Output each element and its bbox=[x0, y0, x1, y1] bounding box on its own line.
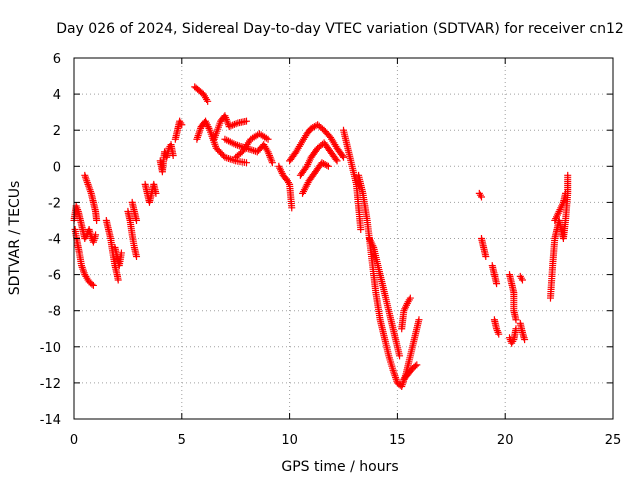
data-point-marker bbox=[114, 276, 122, 284]
data-point-marker bbox=[390, 370, 398, 378]
data-point-marker bbox=[227, 122, 235, 130]
data-point-marker bbox=[324, 162, 332, 170]
data-point-marker bbox=[333, 157, 341, 165]
data-point-marker bbox=[225, 123, 233, 131]
data-point-marker bbox=[390, 368, 398, 376]
data-point-marker bbox=[521, 336, 529, 344]
data-point-marker bbox=[493, 327, 501, 335]
data-point-marker bbox=[413, 361, 421, 369]
y-tick-labels: -14 -12 -10 -8 -6 -4 -2 0 2 4 6 bbox=[40, 52, 61, 428]
data-point-marker bbox=[88, 280, 96, 288]
x-tick-label: 15 bbox=[389, 433, 406, 448]
y-tick-label: 4 bbox=[53, 88, 61, 103]
x-tick-label: 0 bbox=[70, 433, 78, 448]
data-point-marker bbox=[518, 276, 526, 284]
data-point-marker bbox=[152, 189, 160, 197]
data-point-marker bbox=[204, 97, 212, 105]
data-point-marker bbox=[194, 132, 202, 140]
y-tick-label: -14 bbox=[40, 413, 61, 428]
y-tick-label: 2 bbox=[53, 124, 61, 139]
x-tick-label: 20 bbox=[497, 433, 514, 448]
data-point-marker bbox=[248, 146, 256, 154]
chart-title: Day 026 of 2024, Sidereal Day-to-day VTE… bbox=[56, 21, 624, 37]
data-point-marker bbox=[517, 274, 525, 282]
data-point-marker bbox=[242, 159, 250, 167]
y-tick-label: 0 bbox=[53, 160, 61, 175]
data-point-marker bbox=[562, 189, 570, 197]
data-point-marker bbox=[193, 135, 201, 143]
data-point-marker bbox=[357, 225, 365, 233]
data-point-marker bbox=[392, 373, 400, 381]
data-point-marker bbox=[411, 362, 419, 370]
data-point-marker bbox=[340, 153, 347, 161]
y-tick-label: -4 bbox=[48, 233, 61, 248]
data-point-marker bbox=[93, 216, 101, 224]
data-point-marker bbox=[396, 352, 404, 360]
data-point-marker bbox=[493, 280, 501, 288]
y-axis-label: SDTVAR / TECUs bbox=[7, 181, 23, 296]
data-point-marker bbox=[169, 151, 177, 159]
y-tick-label: 6 bbox=[53, 52, 61, 67]
data-point-marker bbox=[268, 159, 276, 167]
data-point-marker bbox=[476, 191, 484, 199]
data-point-marker bbox=[133, 253, 141, 261]
data-point-marker bbox=[415, 316, 423, 324]
data-point-marker bbox=[195, 130, 203, 138]
data-point-marker bbox=[477, 193, 485, 201]
x-tick-labels: 0 5 10 15 20 25 bbox=[70, 433, 621, 448]
data-point-marker bbox=[117, 249, 125, 257]
x-tick-label: 5 bbox=[178, 433, 186, 448]
data-point-marker bbox=[321, 160, 329, 168]
data-point-marker bbox=[133, 216, 141, 224]
data-point-marker bbox=[195, 128, 203, 136]
data-point-marker bbox=[564, 171, 572, 179]
data-point-marker bbox=[482, 253, 490, 261]
data-point-marker bbox=[242, 117, 250, 125]
data-point-marker bbox=[230, 120, 238, 128]
data-point-marker bbox=[229, 121, 237, 129]
x-tick-label: 25 bbox=[605, 433, 622, 448]
data-point-marker bbox=[288, 204, 296, 212]
x-axis-label: GPS time / hours bbox=[281, 459, 398, 475]
y-tick-label: -10 bbox=[40, 341, 61, 356]
data-point-marker bbox=[338, 152, 346, 160]
data-point-marker bbox=[264, 135, 272, 143]
y-tick-label: -6 bbox=[48, 269, 61, 284]
y-tick-label: -2 bbox=[48, 196, 61, 211]
y-tick-label: -8 bbox=[48, 305, 61, 320]
data-point-marker bbox=[178, 121, 186, 129]
data-point-marker bbox=[512, 316, 520, 324]
data-point-marker bbox=[226, 155, 234, 163]
x-tick-label: 10 bbox=[281, 433, 298, 448]
data-point-marker bbox=[332, 155, 340, 163]
grid-lines bbox=[74, 58, 613, 419]
y-tick-label: -12 bbox=[40, 377, 61, 392]
data-point-marker bbox=[194, 133, 202, 141]
data-point-marker bbox=[262, 134, 270, 142]
data-point-marker bbox=[232, 120, 240, 128]
data-markers bbox=[70, 83, 572, 391]
data-point-marker bbox=[495, 330, 503, 338]
data-point-marker bbox=[406, 294, 414, 302]
data-point-marker bbox=[92, 231, 100, 239]
data-point-marker bbox=[89, 281, 97, 289]
axis-ticks bbox=[73, 57, 614, 420]
data-point-marker bbox=[323, 161, 331, 169]
